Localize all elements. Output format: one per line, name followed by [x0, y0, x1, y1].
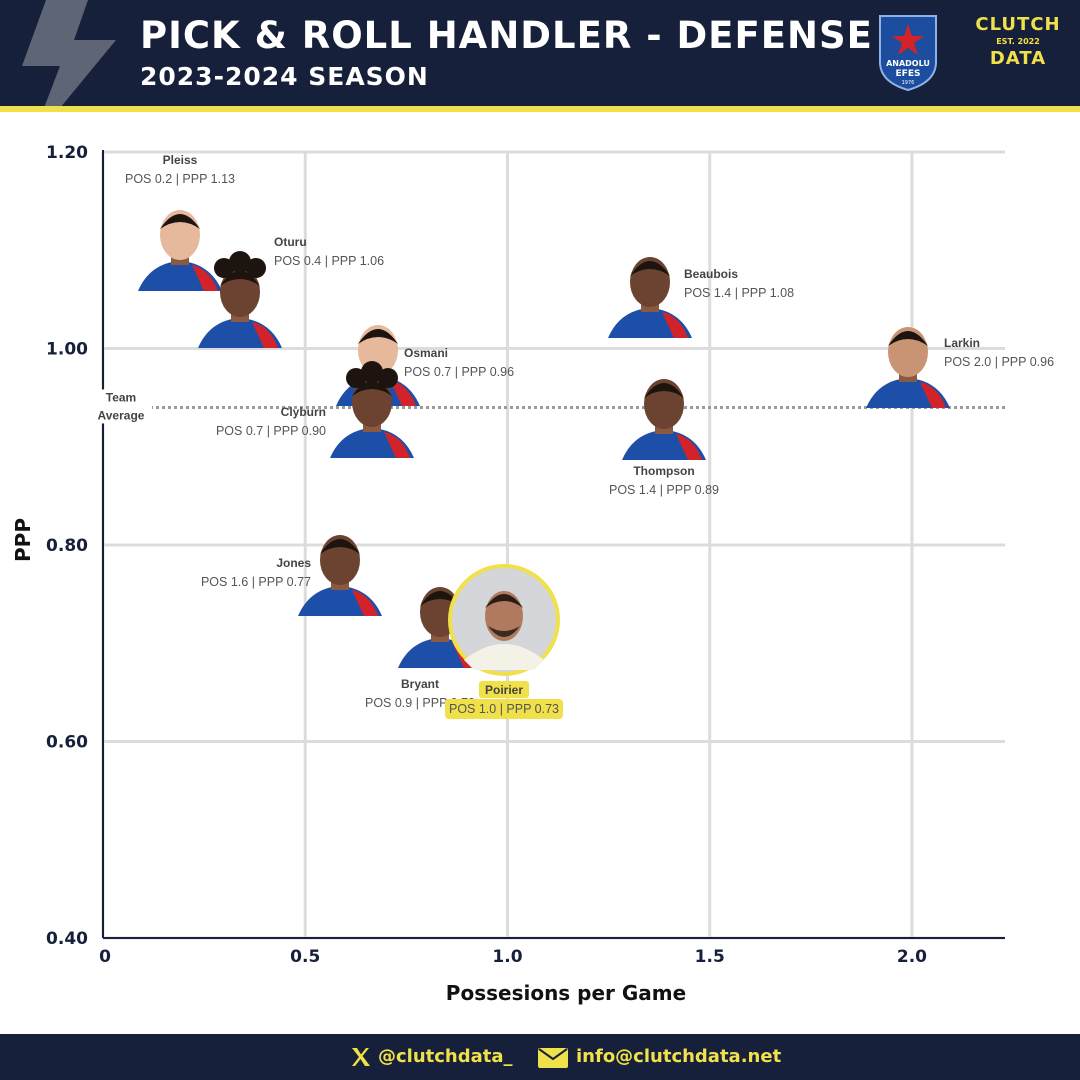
clutch-logo-line2: EST. 2022 [996, 37, 1040, 46]
player-stat-oturu: POS 0.4 | PPP 1.06 [274, 254, 384, 268]
clutch-logo-line1: CLUTCH [975, 14, 1061, 35]
player-marker-jones[interactable]: Jones POS 1.6 | PPP 0.77 [201, 535, 382, 616]
players: Pleiss POS 0.2 | PPP 1.13 Oturu POS 0.4 | P… [125, 153, 1054, 719]
player-stat-thompson: POS 1.4 | PPP 0.89 [609, 483, 719, 497]
player-marker-beaubois[interactable]: Beaubois POS 1.4 | PPP 1.08 [608, 257, 794, 338]
player-name-oturu: Oturu [274, 235, 307, 249]
player-name-clyburn: Clyburn [281, 405, 326, 419]
x-tick-label: 1.5 [695, 947, 725, 967]
y-tick-label: 0.40 [46, 929, 88, 949]
player-stat-osmani: POS 0.7 | PPP 0.96 [404, 365, 514, 379]
player-name-beaubois: Beaubois [684, 267, 738, 281]
twitter-handle[interactable]: @clutchdata_ [378, 1046, 513, 1067]
efes-logo-line2: EFES [896, 69, 921, 79]
clutch-data-logo: CLUTCH EST. 2022 DATA [968, 14, 1068, 88]
x-tick-label: 1.0 [492, 947, 522, 967]
player-name-thompson: Thompson [633, 464, 694, 478]
player-stat-beaubois: POS 1.4 | PPP 1.08 [684, 286, 794, 300]
clutch-logo-line3: DATA [989, 48, 1047, 69]
player-marker-oturu[interactable]: Oturu POS 0.4 | PPP 1.06 [198, 235, 384, 348]
efes-logo-year: 1976 [902, 80, 915, 86]
highlight-stat-badge [445, 699, 563, 719]
team-average-label-line1: Team [106, 390, 136, 404]
player-marker-pleiss[interactable]: Pleiss POS 0.2 | PPP 1.13 [125, 153, 235, 291]
player-name-bryant: Bryant [401, 677, 439, 691]
x-tick-label: 0 [99, 947, 111, 967]
email-address[interactable]: info@clutchdata.net [576, 1046, 782, 1067]
x-logo-icon [352, 1048, 370, 1066]
player-stat-jones: POS 1.6 | PPP 0.77 [201, 575, 311, 589]
axis-ticks: 0 0.5 1.0 1.5 2.0 0.40 0.60 0.80 1.00 1.20 [46, 143, 927, 967]
y-tick-label: 1.00 [46, 340, 88, 360]
team-average: Team Average [92, 389, 1005, 424]
x-tick-label: 0.5 [290, 947, 320, 967]
efes-logo-line1: ANADOLU [886, 59, 930, 68]
player-marker-thompson[interactable]: Thompson POS 1.4 | PPP 0.89 [609, 379, 719, 497]
envelope-icon [538, 1048, 568, 1068]
anadolu-efes-logo: ANADOLU EFES 1976 [879, 15, 937, 92]
player-stat-larkin: POS 2.0 | PPP 0.96 [944, 355, 1054, 369]
player-stat-pleiss: POS 0.2 | PPP 1.13 [125, 172, 235, 186]
scatter-chart: Team Average 0 0.5 1.0 1.5 2.0 0.40 0.60 0.80 1.0… [11, 143, 1054, 1005]
player-name-larkin: Larkin [944, 336, 980, 350]
footer-bar: @clutchdata_ info@clutchdata.net [0, 1034, 1080, 1080]
header-accent-stripe [0, 106, 1080, 112]
player-name-jones: Jones [276, 556, 311, 570]
player-marker-larkin[interactable]: Larkin POS 2.0 | PPP 0.96 [866, 327, 1054, 408]
y-tick-label: 0.80 [46, 536, 88, 556]
y-axis-title: PPP [11, 518, 35, 562]
player-name-poirier: Poirier [485, 683, 523, 697]
grid [101, 150, 1005, 940]
player-name-pleiss: Pleiss [163, 153, 198, 167]
y-tick-label: 0.60 [46, 733, 88, 753]
player-marker-poirier[interactable]: Poirier POS 1.0 | PPP 0.73 [445, 564, 563, 719]
page-subtitle: 2023-2024 SEASON [140, 62, 429, 91]
player-stat-poirier: POS 1.0 | PPP 0.73 [449, 702, 559, 716]
player-marker-clyburn[interactable]: Clyburn POS 0.7 | PPP 0.90 [216, 361, 414, 458]
x-axis-title: Possesions per Game [446, 981, 686, 1005]
page-title: PICK & ROLL HANDLER - DEFENSE [140, 14, 873, 57]
y-tick-label: 1.20 [46, 143, 88, 163]
player-stat-clyburn: POS 0.7 | PPP 0.90 [216, 424, 326, 438]
x-tick-label: 2.0 [897, 947, 927, 967]
team-average-label-line2: Average [98, 408, 145, 422]
lightning-bolt-icon [22, 0, 116, 108]
header-bar: PICK & ROLL HANDLER - DEFENSE 2023-2024 … [0, 0, 1080, 108]
player-name-osmani: Osmani [404, 346, 448, 360]
